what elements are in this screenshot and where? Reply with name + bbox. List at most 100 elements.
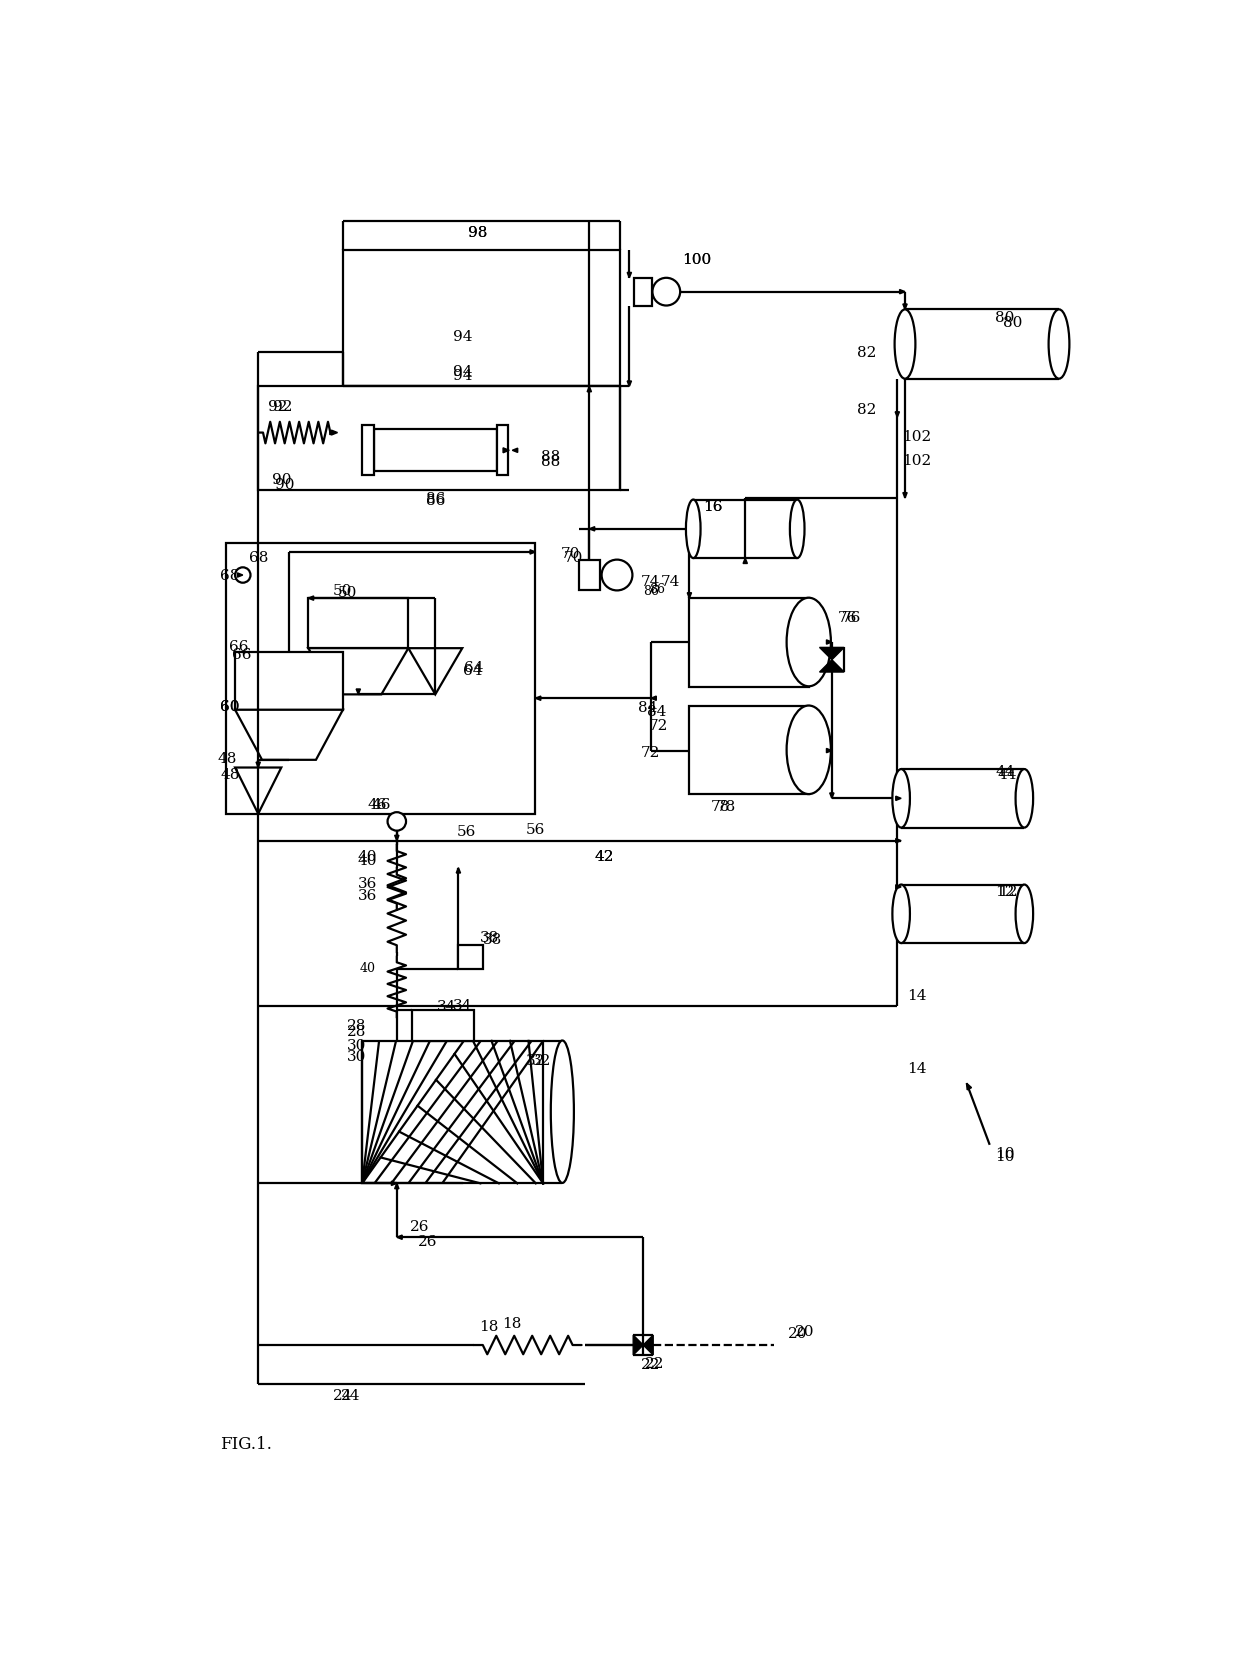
Polygon shape bbox=[826, 750, 832, 753]
Circle shape bbox=[652, 278, 681, 306]
Text: 30: 30 bbox=[347, 1038, 367, 1053]
Text: 46: 46 bbox=[368, 798, 387, 813]
Text: 94: 94 bbox=[453, 329, 472, 344]
Text: 30: 30 bbox=[347, 1049, 367, 1064]
Text: 66: 66 bbox=[229, 639, 249, 654]
Text: 88: 88 bbox=[541, 450, 560, 463]
Polygon shape bbox=[830, 793, 835, 799]
Text: 82: 82 bbox=[857, 404, 877, 417]
Text: 66: 66 bbox=[232, 647, 250, 660]
Text: 48: 48 bbox=[219, 768, 239, 781]
Text: 36: 36 bbox=[358, 889, 377, 902]
Text: 90: 90 bbox=[275, 478, 295, 492]
Text: 94: 94 bbox=[453, 369, 472, 382]
Polygon shape bbox=[512, 449, 517, 453]
Polygon shape bbox=[820, 660, 844, 672]
Bar bbox=[579, 561, 600, 591]
Text: 92: 92 bbox=[268, 399, 288, 414]
Text: 10: 10 bbox=[996, 1145, 1014, 1160]
Text: 18: 18 bbox=[480, 1319, 498, 1332]
Text: 102: 102 bbox=[901, 430, 931, 444]
Ellipse shape bbox=[686, 500, 701, 559]
Polygon shape bbox=[895, 412, 899, 419]
Polygon shape bbox=[634, 1336, 644, 1355]
Ellipse shape bbox=[551, 1041, 574, 1183]
Bar bbox=[362, 1041, 543, 1183]
Polygon shape bbox=[820, 649, 844, 660]
Text: 82: 82 bbox=[857, 346, 877, 359]
Polygon shape bbox=[309, 596, 314, 601]
Bar bbox=[689, 599, 808, 687]
Text: 80: 80 bbox=[1003, 316, 1023, 331]
Text: 68: 68 bbox=[248, 551, 268, 564]
Polygon shape bbox=[743, 559, 748, 564]
Bar bbox=[343, 252, 620, 387]
Text: 100: 100 bbox=[682, 253, 712, 266]
Bar bbox=[373, 429, 497, 472]
Polygon shape bbox=[536, 697, 541, 702]
Bar bbox=[362, 425, 373, 475]
Circle shape bbox=[236, 568, 250, 583]
Polygon shape bbox=[687, 594, 692, 599]
Bar bbox=[689, 707, 808, 794]
Polygon shape bbox=[967, 1084, 972, 1091]
Polygon shape bbox=[408, 649, 463, 695]
Text: 22: 22 bbox=[641, 1357, 661, 1372]
Text: 24: 24 bbox=[341, 1389, 361, 1402]
Text: 78: 78 bbox=[711, 799, 730, 814]
Ellipse shape bbox=[1016, 770, 1033, 828]
Text: 86: 86 bbox=[425, 493, 445, 506]
Text: 16: 16 bbox=[703, 500, 722, 513]
Text: 92: 92 bbox=[273, 399, 293, 414]
Polygon shape bbox=[503, 449, 510, 453]
Bar bbox=[236, 652, 343, 710]
Polygon shape bbox=[651, 697, 656, 702]
Text: 38: 38 bbox=[482, 933, 502, 947]
Ellipse shape bbox=[786, 599, 831, 687]
Text: 46: 46 bbox=[372, 798, 391, 813]
Polygon shape bbox=[394, 836, 399, 841]
Text: 12: 12 bbox=[996, 884, 1014, 899]
Polygon shape bbox=[330, 432, 335, 435]
Circle shape bbox=[388, 813, 405, 831]
Text: 44: 44 bbox=[998, 768, 1017, 781]
Text: 72: 72 bbox=[649, 718, 668, 733]
Text: 18: 18 bbox=[502, 1317, 522, 1331]
Text: 80: 80 bbox=[996, 311, 1014, 324]
Text: FIG.1.: FIG.1. bbox=[219, 1435, 272, 1451]
Text: 64: 64 bbox=[464, 660, 484, 675]
Polygon shape bbox=[236, 768, 281, 814]
Text: 98: 98 bbox=[467, 227, 487, 240]
Polygon shape bbox=[899, 290, 905, 295]
Text: 14: 14 bbox=[906, 1061, 926, 1076]
Text: 100: 100 bbox=[682, 253, 712, 266]
Text: 84: 84 bbox=[647, 705, 667, 718]
Text: 12: 12 bbox=[998, 884, 1017, 899]
Polygon shape bbox=[397, 1235, 402, 1240]
Polygon shape bbox=[826, 640, 832, 645]
Text: 22: 22 bbox=[645, 1357, 665, 1370]
Text: 76: 76 bbox=[837, 611, 857, 626]
Text: 20: 20 bbox=[795, 1324, 815, 1339]
Text: 20: 20 bbox=[787, 1327, 807, 1341]
Text: 38: 38 bbox=[480, 930, 498, 945]
Polygon shape bbox=[392, 1182, 397, 1185]
Text: 74: 74 bbox=[661, 574, 680, 589]
Ellipse shape bbox=[786, 707, 831, 794]
Text: 64: 64 bbox=[463, 664, 482, 677]
Text: 76: 76 bbox=[842, 611, 861, 626]
Polygon shape bbox=[627, 273, 631, 278]
Bar bbox=[497, 425, 508, 475]
Polygon shape bbox=[588, 387, 591, 392]
Text: 86: 86 bbox=[425, 492, 445, 506]
Polygon shape bbox=[895, 885, 901, 889]
Polygon shape bbox=[237, 574, 243, 578]
Text: 28: 28 bbox=[347, 1019, 367, 1033]
Polygon shape bbox=[529, 551, 536, 554]
Polygon shape bbox=[644, 1336, 653, 1355]
Text: 60: 60 bbox=[219, 700, 239, 713]
Text: 32: 32 bbox=[526, 1054, 546, 1067]
Ellipse shape bbox=[1016, 885, 1033, 943]
Bar bbox=[459, 945, 484, 970]
Bar bbox=[412, 1011, 474, 1041]
